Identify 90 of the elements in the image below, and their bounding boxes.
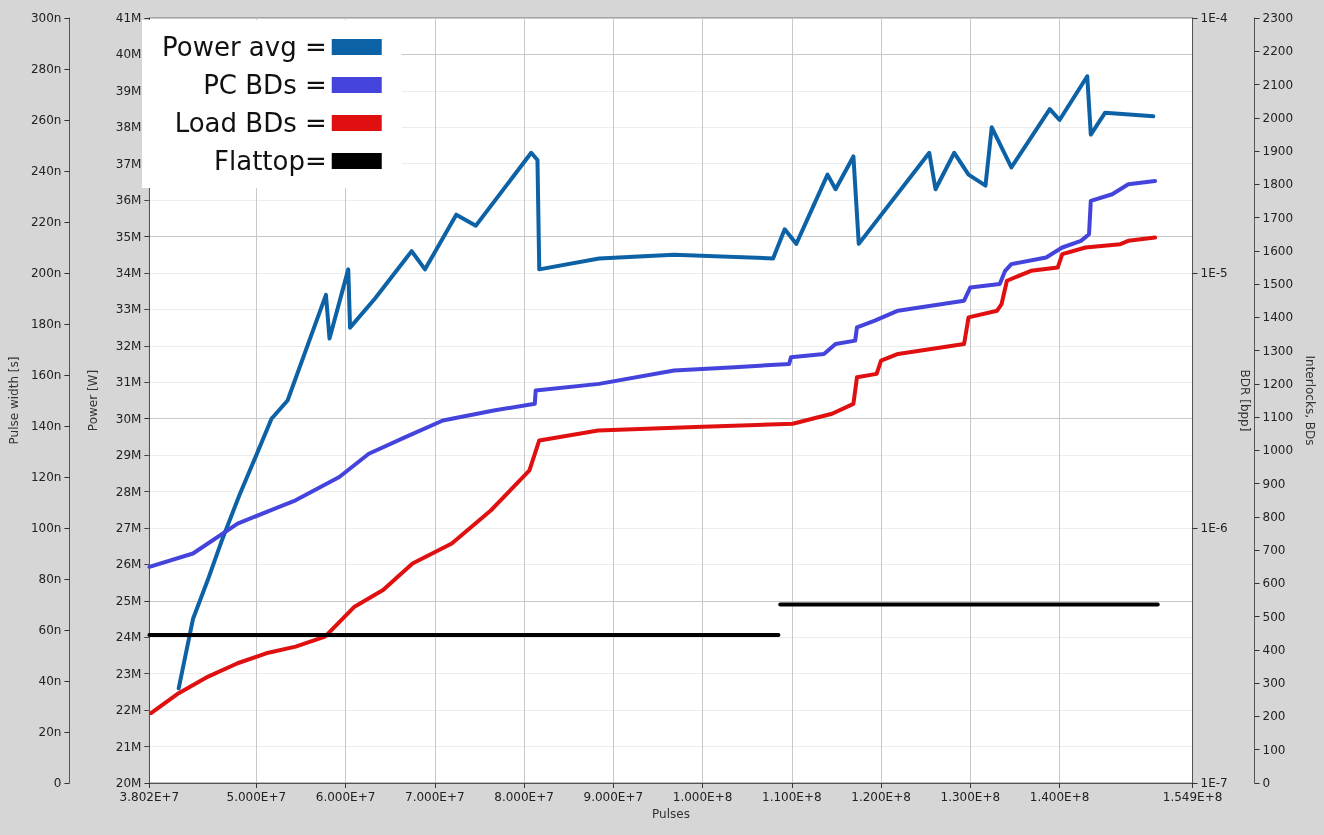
- y-tick-label: 29M: [115, 448, 142, 463]
- y2-axis-title: Interlocks, BDs: [1303, 355, 1317, 446]
- y2-tick-label: 1600: [1262, 243, 1294, 258]
- y2-tick-label: 1300: [1262, 343, 1294, 358]
- y3-tick-label: 160n: [30, 368, 62, 382]
- y-tick-label: 32M: [115, 338, 142, 353]
- y2-tick-label: 500: [1262, 609, 1286, 624]
- y3-axis-title: Pulse width [s]: [7, 356, 21, 445]
- y-tick-label: 22M: [115, 703, 142, 718]
- y2-tick-label: 2000: [1262, 110, 1294, 125]
- x-tick-label: 1.000E+8: [672, 790, 733, 804]
- y2-tick-label: 800: [1262, 509, 1286, 524]
- y2-tick-label: 2300: [1262, 11, 1294, 25]
- y-tick-label: 31M: [115, 375, 142, 390]
- y-tick-label: 33M: [115, 302, 142, 317]
- y2-tick-label: 1400: [1262, 310, 1294, 325]
- text: 1E-6: [1200, 521, 1228, 535]
- x-tick-label: 6.000E+7: [315, 790, 376, 804]
- text: 1E-7: [1200, 776, 1228, 790]
- y2-tick-label: 1000: [1262, 443, 1294, 458]
- y2-tick-label: 1800: [1262, 177, 1294, 192]
- y-axis-title: Power [W]: [86, 369, 101, 432]
- y3-tick-label: 180n: [30, 317, 62, 331]
- y-tick-label: 41M: [115, 11, 142, 25]
- y3-tick-label: 0: [53, 776, 62, 790]
- y-tick-label: 34M: [115, 266, 142, 280]
- x-tick-label: 1.300E+8: [940, 790, 1001, 804]
- y3-tick-label: 200n: [30, 266, 62, 280]
- y2-tick-label: 700: [1262, 543, 1286, 558]
- y2-tick-label: 1900: [1262, 144, 1294, 159]
- text: 1E-5: [1200, 266, 1228, 280]
- x-axis-title: Pulses: [652, 806, 690, 821]
- x-tick-label: 1.400E+8: [1029, 790, 1090, 804]
- y3-tick-label: 300n: [30, 11, 62, 25]
- legend-label: Power avg =: [162, 32, 327, 62]
- y2-tick-label: 1500: [1262, 277, 1294, 292]
- y2-tick-label: 2100: [1262, 77, 1294, 92]
- y3-tick-label: 60n: [38, 623, 62, 637]
- y-tick-label: 30M: [115, 411, 142, 426]
- x-tick-label: 8.000E+7: [494, 790, 554, 804]
- y3-tick-label: 120n: [30, 470, 62, 484]
- y2-tick-label: 0: [1262, 776, 1271, 790]
- y3-tick-label: 240n: [30, 164, 62, 178]
- y2-tick-label: 2200: [1262, 44, 1294, 59]
- line-series: [147, 178, 1158, 569]
- y-tick-label: 38M: [115, 120, 142, 135]
- legend-label: Flattop=: [214, 146, 327, 176]
- y-tick-label: 20M: [115, 776, 142, 790]
- x-tick-label: 3.802E+7: [119, 790, 180, 804]
- y-tick-label: 25M: [115, 593, 142, 608]
- y3-tick-label: 40n: [38, 674, 62, 688]
- y3-tick-label: 220n: [30, 215, 62, 229]
- y-tick-label: 23M: [115, 666, 142, 681]
- y2-tick-label: 1100: [1262, 410, 1294, 425]
- legend-label: PC BDs =: [203, 70, 327, 100]
- y3-tick-label: 100n: [30, 521, 62, 535]
- y-tick-label: 27M: [115, 521, 142, 535]
- y3-tick-label: 280n: [30, 62, 62, 76]
- text: 1E-4: [1200, 11, 1228, 25]
- y2-tick-label: 900: [1262, 476, 1286, 491]
- y-tick-label: 40M: [115, 47, 142, 62]
- x-tick-label: 1.100E+8: [762, 790, 822, 804]
- y-tick-label: 37M: [115, 156, 142, 171]
- legend-label: Load BDs =: [174, 108, 327, 138]
- y3-tick-label: 140n: [30, 419, 62, 433]
- y3-tick-label: 80n: [38, 572, 62, 586]
- text: BDR [bpp]: [1237, 369, 1252, 432]
- y2-tick-label: 1700: [1262, 210, 1294, 225]
- x-tick-label: 9.000E+7: [583, 790, 644, 804]
- y2-tick-label: 400: [1262, 642, 1286, 657]
- x-tick-label: 7.000E+7: [405, 790, 465, 804]
- y-tick-label: 35M: [115, 229, 142, 244]
- y2-tick-label: 600: [1262, 576, 1286, 591]
- x-tick-label: 5.000E+7: [226, 790, 287, 804]
- x-tick-label: 1.549E+8: [1162, 790, 1223, 804]
- y-tick-label: 39M: [115, 83, 142, 98]
- x-tick-label: 1.200E+8: [851, 790, 911, 804]
- y2-tick-label: 200: [1262, 709, 1286, 724]
- y3-tick-label: 260n: [30, 113, 62, 127]
- line-series: [176, 74, 1156, 691]
- y2-tick-label: 100: [1262, 742, 1286, 757]
- y-tick-label: 28M: [115, 484, 142, 499]
- y-tick-label: 36M: [115, 193, 142, 208]
- y-tick-label: 21M: [115, 739, 142, 754]
- y2-tick-label: 1200: [1262, 376, 1294, 391]
- y-tick-label: 26M: [115, 557, 142, 572]
- y-tick-label: 24M: [115, 630, 142, 645]
- line-series: [149, 235, 1158, 716]
- y2-tick-label: 300: [1262, 676, 1286, 691]
- y3-tick-label: 20n: [38, 725, 62, 739]
